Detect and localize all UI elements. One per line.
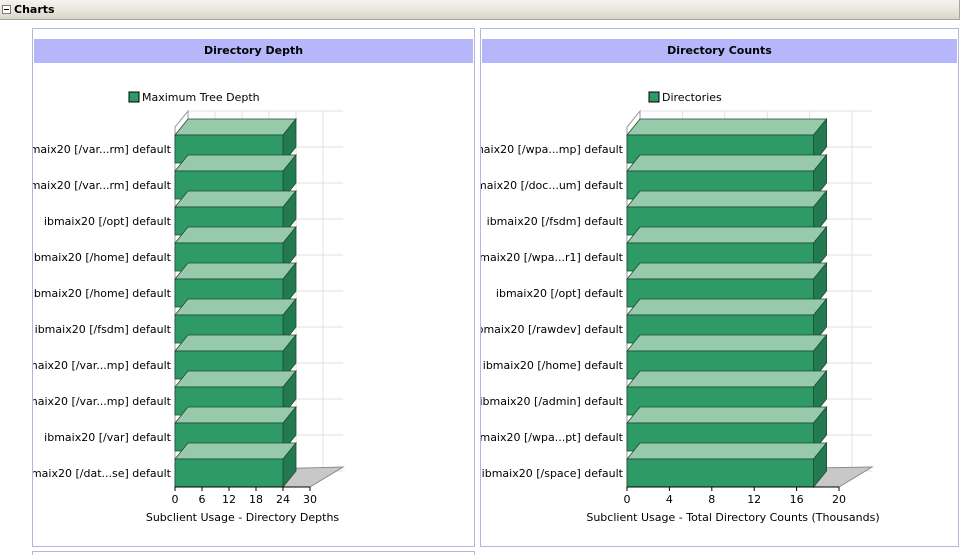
x-tick-label: 0 <box>172 493 179 506</box>
legend-label: Directories <box>662 91 722 104</box>
directory-counts-chart: Directories ibmaix20 [/wpa...mp] default i… <box>481 91 880 524</box>
category-label: ibmaix20 [/home] default <box>33 287 172 300</box>
x-tick-label: 20 <box>832 493 846 506</box>
directory-depth-chart: Maximum Tree Depth ibmaix20 [/var...rm] d… <box>33 91 345 524</box>
x-tick-label: 18 <box>249 493 263 506</box>
legend-swatch <box>128 91 140 103</box>
x-tick-label: 16 <box>790 493 804 506</box>
category-label: ibmaix20 [/var...rm] default <box>33 179 172 192</box>
category-label: ibmaix20 [/doc...um] default <box>481 179 624 192</box>
legend-swatch <box>648 91 660 103</box>
category-label: ibmaix20 [/home] default <box>33 251 172 264</box>
x-tick-label: 12 <box>222 493 236 506</box>
category-label: ibmaix20 [/admin] default <box>481 395 624 408</box>
x-tick-label: 8 <box>708 493 715 506</box>
charts-section-header[interactable]: Charts <box>0 0 960 20</box>
bar-top <box>626 262 828 280</box>
x-tick-label: 6 <box>199 493 206 506</box>
category-label: ibmaix20 [/var...rm] default <box>33 143 172 156</box>
bar-top <box>626 226 828 244</box>
section-title: Charts <box>14 3 55 16</box>
collapse-icon[interactable] <box>2 5 11 14</box>
chart-title: Directory Depth <box>34 39 473 63</box>
category-label: ibmaix20 [/fsdm] default <box>35 323 172 336</box>
bar-top <box>626 406 828 424</box>
category-label: ibmaix20 [/space] default <box>482 467 624 480</box>
bar <box>626 458 814 488</box>
bar-top <box>174 118 297 136</box>
x-tick-label: 0 <box>624 493 631 506</box>
bar-top <box>626 370 828 388</box>
bar-top <box>626 154 828 172</box>
bar-top <box>174 442 297 460</box>
category-label: ibmaix20 [/var] default <box>44 431 172 444</box>
x-tick-label: 12 <box>747 493 761 506</box>
category-label: ibmaix20 [/var...mp] default <box>33 359 172 372</box>
x-tick-label: 30 <box>303 493 317 506</box>
bar-top <box>174 406 297 424</box>
x-tick-label: 24 <box>276 493 290 506</box>
category-label: ibmaix20 [/fsdm] default <box>487 215 624 228</box>
bar-top <box>174 370 297 388</box>
bar <box>174 458 284 488</box>
category-label: ibmaix20 [/wpa...mp] default <box>481 143 624 156</box>
x-tick-label: 4 <box>666 493 673 506</box>
legend-label: Maximum Tree Depth <box>142 91 260 104</box>
bar-top <box>174 190 297 208</box>
bar-top <box>626 298 828 316</box>
bar-top <box>174 298 297 316</box>
next-panel-edge <box>32 551 475 555</box>
bar-top <box>626 442 828 460</box>
category-label: ibmaix20 [/dat...se] default <box>33 467 172 480</box>
directory-counts-panel: Directory Counts Directories ibmaix20 [/w… <box>480 28 959 547</box>
chart-title: Directory Counts <box>482 39 957 63</box>
bar-top <box>174 262 297 280</box>
category-label: ibmaix20 [/home] default <box>483 359 624 372</box>
category-label: ibmaix20 [/rawdev] default <box>481 323 624 336</box>
bar-top <box>174 334 297 352</box>
category-label: ibmaix20 [/opt] default <box>496 287 624 300</box>
bar-top <box>626 334 828 352</box>
x-axis-label: Subclient Usage - Directory Depths <box>146 511 340 524</box>
directory-depth-panel: Directory Depth Maximum Tree Depth ibmaix… <box>32 28 475 547</box>
category-label: ibmaix20 [/var...mp] default <box>33 395 172 408</box>
bar-top <box>626 190 828 208</box>
bar-top <box>174 154 297 172</box>
bar-top <box>626 118 828 136</box>
bar-top <box>174 226 297 244</box>
category-label: ibmaix20 [/wpa...pt] default <box>481 431 624 444</box>
category-label: ibmaix20 [/opt] default <box>44 215 172 228</box>
x-axis-label: Subclient Usage - Total Directory Counts… <box>586 511 879 524</box>
category-label: ibmaix20 [/wpa...r1] default <box>481 251 624 264</box>
